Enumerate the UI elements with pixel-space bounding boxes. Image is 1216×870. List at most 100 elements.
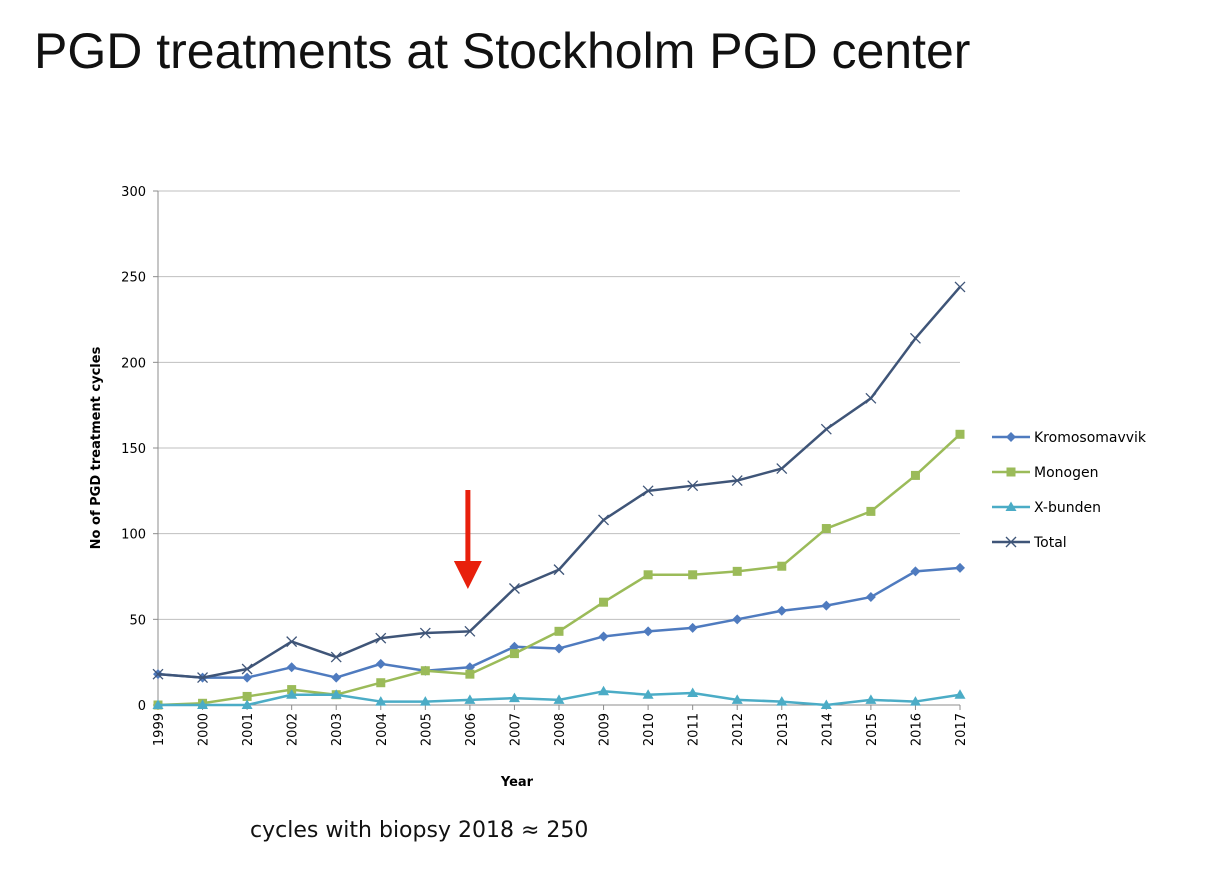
x-tick-label-2010: 2010 [642, 713, 657, 746]
x-tick-label-2003: 2003 [330, 713, 345, 746]
point-x-bunden-2016 [909, 696, 921, 706]
point-total-2004 [375, 632, 387, 644]
point-x-bunden-2011 [687, 687, 699, 698]
point-monogen-2008 [554, 626, 564, 636]
x-tick-label-2017: 2017 [954, 713, 969, 746]
x-tick-labels: 1999 2000 2001 2002 2003 2004 2005 2006 2007 2008… [152, 713, 969, 746]
legend-item-x-bunden: X-bunden [992, 500, 1101, 516]
x-tick-label-2011: 2011 [687, 713, 702, 746]
x-tick-label-2005: 2005 [419, 713, 434, 746]
point-kromosomavvik-2011 [687, 622, 698, 633]
series-kromosomavvik [153, 562, 965, 683]
y-tick-label-100: 100 [121, 528, 146, 543]
point-x-bunden-2002 [286, 689, 298, 699]
point-monogen-2004 [376, 678, 386, 688]
y-tick-label-150: 150 [121, 442, 146, 457]
point-total-2017 [954, 281, 966, 293]
series-x-bunden [152, 685, 966, 709]
x-tick-label-2000: 2000 [197, 713, 212, 746]
point-total-2013 [776, 463, 788, 475]
x-tick-label-2013: 2013 [776, 713, 791, 746]
point-kromosomavvik-2010 [643, 626, 654, 637]
point-total-2012 [731, 475, 743, 487]
legend-item-kromosomavvik: Kromosomavvik [992, 430, 1147, 446]
x-tick-label-1999: 1999 [152, 713, 167, 746]
point-x-bunden-2014 [820, 699, 832, 709]
point-total-2010 [642, 485, 654, 497]
point-monogen-2005 [420, 666, 430, 676]
point-monogen-2006 [465, 669, 475, 679]
red-arrow-shaft [465, 490, 471, 562]
point-monogen-2001 [242, 691, 252, 701]
point-total-2009 [598, 514, 610, 526]
point-monogen-2007 [509, 649, 519, 659]
point-kromosomavvik-2016 [910, 566, 921, 577]
point-monogen-2010 [643, 570, 653, 580]
slide-caption: cycles with biopsy 2018 ≈ 250 [250, 818, 589, 843]
point-monogen-2015 [866, 506, 876, 516]
point-kromosomavvik-2015 [865, 592, 876, 603]
point-x-bunden-2008 [553, 694, 565, 704]
point-x-bunden-2012 [731, 694, 743, 704]
x-tick-label-2002: 2002 [286, 713, 301, 746]
point-monogen-2013 [777, 561, 787, 571]
series-layer [152, 281, 966, 710]
x-tick-label-2001: 2001 [241, 713, 256, 746]
point-x-bunden-1999 [152, 699, 164, 709]
point-x-bunden-2004 [375, 696, 387, 706]
point-monogen-2012 [732, 566, 742, 576]
point-x-bunden-2001 [241, 699, 253, 709]
point-kromosomavvik-2017 [955, 562, 965, 573]
y-tick-label-0: 0 [138, 699, 146, 714]
point-total-2014 [820, 423, 832, 435]
point-x-bunden-2005 [419, 696, 431, 706]
point-total-2011 [687, 480, 699, 492]
series-line-kromosomavvik [157, 566, 961, 679]
x-tick-label-2008: 2008 [553, 713, 568, 746]
legend-item-total: Total [992, 535, 1067, 551]
point-total-2002 [286, 636, 298, 648]
point-x-bunden-2010 [642, 689, 654, 699]
point-total-1999 [152, 668, 164, 680]
point-x-bunden-2013 [776, 696, 788, 706]
annotation-layer [453, 490, 482, 589]
legend-marker-total [1005, 536, 1017, 548]
y-tick-label-300: 300 [121, 185, 146, 200]
legend-label-monogen: Monogen [1034, 465, 1098, 481]
point-kromosomavvik-2014 [821, 600, 832, 611]
y-tick-label-200: 200 [121, 356, 146, 371]
legend: Kromosomavvik Monogen X-bunden Total [992, 430, 1147, 551]
point-monogen-2014 [821, 524, 831, 534]
x-tick-label-2009: 2009 [598, 713, 613, 746]
point-monogen-2009 [599, 597, 609, 607]
point-kromosomavvik-2001 [242, 672, 253, 683]
legend-marker-kromosomavvik [1006, 432, 1016, 442]
legend-label-kromosomavvik: Kromosomavvik [1034, 430, 1147, 446]
x-tick-label-2016: 2016 [909, 713, 924, 746]
x-axis-label: Year [500, 775, 534, 790]
red-arrow-head [453, 561, 482, 589]
y-tick-labels: 0 50 100 150 200 250 300 [121, 185, 146, 714]
legend-label-total: Total [1033, 535, 1067, 551]
point-monogen-2011 [688, 570, 698, 580]
point-x-bunden-2017 [954, 689, 966, 699]
point-monogen-2017 [955, 429, 965, 439]
point-x-bunden-2015 [865, 694, 877, 704]
point-x-bunden-2003 [330, 689, 342, 699]
legend-marker-x-bunden [1005, 501, 1017, 511]
point-x-bunden-2007 [508, 692, 520, 703]
slide-title: PGD treatments at Stockholm PGD center [34, 23, 971, 79]
x-tick-label-2006: 2006 [464, 713, 479, 746]
y-axis-label: No of PGD treatment cycles [89, 346, 104, 549]
point-x-bunden-2006 [464, 694, 476, 704]
point-total-2015 [865, 392, 877, 404]
point-total-2003 [330, 651, 342, 663]
legend-marker-monogen [1006, 467, 1016, 477]
series-total [152, 281, 966, 684]
point-total-2006 [464, 625, 476, 637]
red-arrow [453, 490, 482, 589]
point-kromosomavvik-2013 [776, 605, 787, 616]
point-kromosomavvik-2012 [732, 614, 743, 625]
legend-item-monogen: Monogen [992, 465, 1098, 481]
